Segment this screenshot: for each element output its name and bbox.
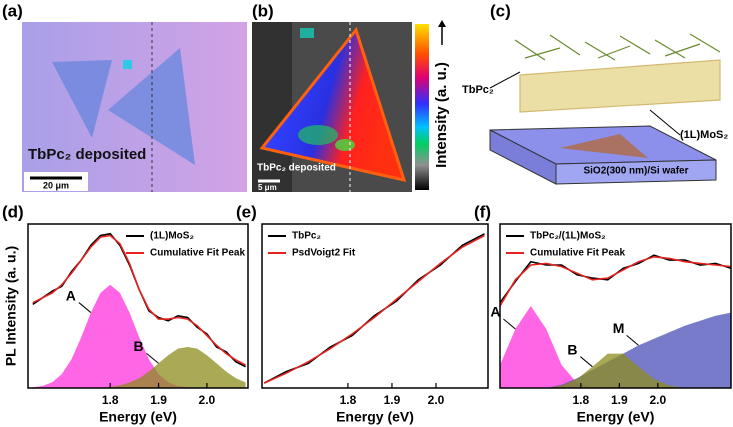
legend-label: TbPc₂/(1L)MoS₂ [530,231,606,242]
wafer-side [489,129,557,185]
scale-label: 20 μm [43,180,69,190]
map-spot [300,28,314,38]
mos2-flake [560,134,648,158]
molecule-label: TbPc₂ [462,84,494,96]
map-shade [252,22,292,192]
plot-frame [27,223,249,389]
peak-area [32,347,246,388]
x-tick-label: 1.9 [384,393,401,407]
layer-label: (1L)MoS₂ [680,129,728,141]
peak-area [500,353,731,388]
peak-area [32,284,246,388]
panel-label: (c) [490,1,511,20]
substrate-label: SiO2(300 nm)/Si wafer [583,166,688,177]
annotation-arrow [503,318,516,330]
leader [649,109,681,136]
annotation-arrow [580,356,593,368]
annotation: M [613,320,625,336]
panel-label: (f) [474,202,491,221]
plot-frame [261,223,489,389]
heat-triangle [259,26,407,183]
annotation-arrow [146,353,159,364]
panel-label: (d) [2,202,24,221]
caption: TbPc₂ deposited [28,146,146,163]
heat-region [298,125,338,145]
legend-label: Cumulative Fit Peak [150,248,245,259]
annotation: B [567,341,577,357]
flake [52,60,112,138]
panel-label: (a) [2,1,23,20]
panel-label: (b) [252,1,274,20]
legend-label: Cumulative Fit Peak [530,248,625,259]
leader [489,71,521,89]
x-tick-label: 1.9 [611,393,628,407]
x-axis-label: Energy (eV) [99,409,177,425]
peak-area [500,312,731,388]
x-tick-label: 1.8 [573,393,590,407]
x-tick-label: 1.8 [102,393,119,407]
legend-label: PsdVoigt2 Fit [292,248,356,259]
plot-frame [499,223,732,389]
series-line [263,234,485,384]
panel-label: (e) [236,202,257,221]
peak-area [500,306,731,388]
colorbar [415,24,429,190]
legend-label: (1L)MoS₂ [150,231,194,242]
annotation: A [490,304,500,320]
x-tick-label: 2.0 [428,393,445,407]
scale-label: 5 μm [258,183,277,192]
colorbar-label: Intensity (a. u.) [433,62,450,168]
x-tick-label: 2.0 [199,393,216,407]
x-tick-label: 1.9 [150,393,167,407]
annotation: B [133,338,143,354]
molecule-layer [514,33,721,113]
heat-region [335,139,355,151]
annotation-arrow [78,302,92,313]
x-tick-label: 1.8 [340,393,357,407]
annotation: A [66,287,76,303]
legend-label: TbPc₂ [292,231,321,242]
y-axis-label: PL Intensity (a. u.) [3,246,19,366]
x-axis-label: Energy (eV) [336,409,414,425]
annotation-arrow [626,334,639,346]
arrow-head [438,20,446,27]
series-line [32,234,246,366]
caption: TbPc₂ deposited [257,163,336,174]
x-axis-label: Energy (eV) [577,409,655,425]
crystal [123,60,132,69]
series-line [500,255,731,307]
x-tick-label: 2.0 [650,393,667,407]
